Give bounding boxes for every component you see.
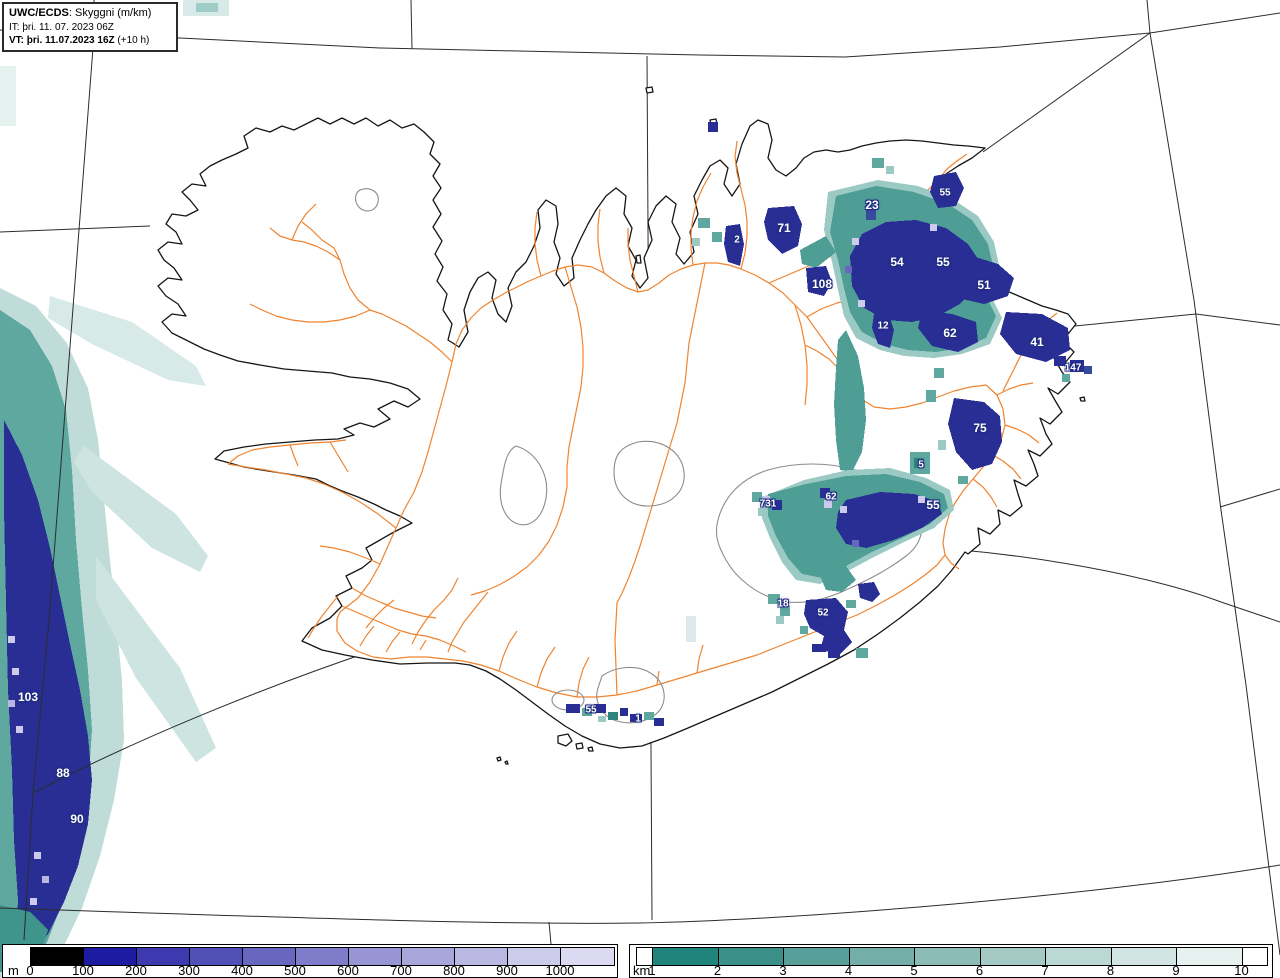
map-value-label: 62 (943, 326, 957, 340)
legend-tick: 9 (1172, 963, 1180, 978)
legend-tick: 3 (779, 963, 787, 978)
legend-segment (849, 948, 915, 965)
legend-tick: 10 (1234, 963, 1249, 978)
legend-kilometers-unit: km (633, 963, 651, 978)
map-value-label: 18 (777, 598, 789, 610)
legend-kilometers-bar (636, 947, 1268, 966)
legend-segment (190, 948, 243, 965)
legend-meters: m 0 100 200 300 400 500 600 700 800 900 1000 (2, 944, 618, 978)
map-value-label: 90 (70, 812, 84, 826)
legend-tick: 300 (178, 963, 200, 978)
legend-tick: 0 (26, 963, 34, 978)
map-value-label: 108 (811, 277, 833, 291)
legend-segment (84, 948, 137, 965)
model-title: UWC/ECDS: Skyggni (m/km) (9, 7, 152, 19)
legend-segment (31, 948, 84, 965)
legend-meters-bar (30, 947, 615, 966)
map-value-label: 147 (1064, 362, 1082, 374)
map-value-label: 12 (877, 320, 889, 332)
map-value-label: 731 (759, 498, 777, 510)
legend-segment (296, 948, 349, 965)
legend-tick: 200 (125, 963, 147, 978)
glacier-langjokull (499, 445, 548, 526)
legend-kilometers: km 1 2 3 4 5 6 7 8 9 10 (629, 944, 1273, 978)
legend-tick: 5 (910, 963, 918, 978)
legend-segment (718, 948, 784, 965)
map-value-label: 55 (939, 187, 951, 199)
legend-segment (915, 948, 981, 965)
legend-segment (508, 948, 561, 965)
legend-tick: 8 (1106, 963, 1115, 978)
map-value-label: 41 (1030, 335, 1044, 349)
legend-segment (561, 948, 614, 965)
legend-tick: 6 (975, 963, 984, 978)
legend-tick: 100 (72, 963, 94, 978)
island-small (575, 742, 584, 750)
legend-tick: 800 (443, 963, 465, 978)
legend-tick: 400 (231, 963, 253, 978)
legend-tick: 7 (1041, 963, 1049, 978)
land-visibility-field (566, 122, 1092, 726)
glacier-vatnajokull (715, 463, 923, 603)
legend-tick: 700 (390, 963, 412, 978)
legend-segment (455, 948, 508, 965)
map-value-label: 75 (973, 421, 987, 435)
legend-tick: 4 (844, 963, 853, 978)
island-heimaey (557, 733, 573, 747)
legend-segment (1046, 948, 1112, 965)
legend-segment (1242, 948, 1267, 965)
map-value-label: 88 (56, 766, 70, 780)
legend-segment (1111, 948, 1177, 965)
valid-time: VT: þri. 11.07.2023 16Z (+10 h) (9, 34, 150, 46)
legend-segment (137, 948, 190, 965)
map-value-label: 23 (865, 198, 879, 212)
map-value-label: 52 (817, 607, 829, 619)
map-value-label: 55 (926, 498, 940, 512)
legend-segment (1177, 948, 1243, 965)
glacier-drangajokull (355, 188, 379, 212)
map-value-label: 55 (936, 255, 950, 269)
map-value-label: 54 (890, 255, 904, 269)
legend-tick: 1000 (545, 963, 575, 978)
map-value-label: 62 (825, 491, 837, 503)
glacier-hofsjokull (613, 440, 685, 507)
map-value-label: 103 (17, 690, 39, 704)
legend-segment (653, 948, 719, 965)
legend-tick: 900 (496, 963, 518, 978)
model-info-box: UWC/ECDS: Skyggni (m/km) IT: þri. 11. 07… (2, 2, 178, 52)
legend-tick: 600 (337, 963, 359, 978)
map-value-label: 5 (918, 459, 924, 471)
map-value-label: 1 (635, 713, 641, 725)
init-time: IT: þri. 11. 07. 2023 06Z (9, 21, 114, 33)
legend-segment (349, 948, 402, 965)
legend-segment (637, 948, 653, 965)
legend-segment (980, 948, 1046, 965)
map-value-label: 55 (585, 704, 597, 716)
map-value-label: 51 (977, 278, 991, 292)
legend-tick: 2 (713, 963, 722, 978)
legend-tick: 500 (284, 963, 306, 978)
map-value-label: 2 (734, 234, 740, 246)
map-value-label: 71 (777, 221, 791, 235)
legend-segment (243, 948, 296, 965)
legend-tick: 1 (648, 963, 656, 978)
legend-meters-unit: m (8, 963, 19, 978)
ocean-visibility-field (0, 0, 229, 978)
island-grimsey (645, 86, 654, 94)
legend-segment (784, 948, 850, 965)
legend-segment (402, 948, 455, 965)
